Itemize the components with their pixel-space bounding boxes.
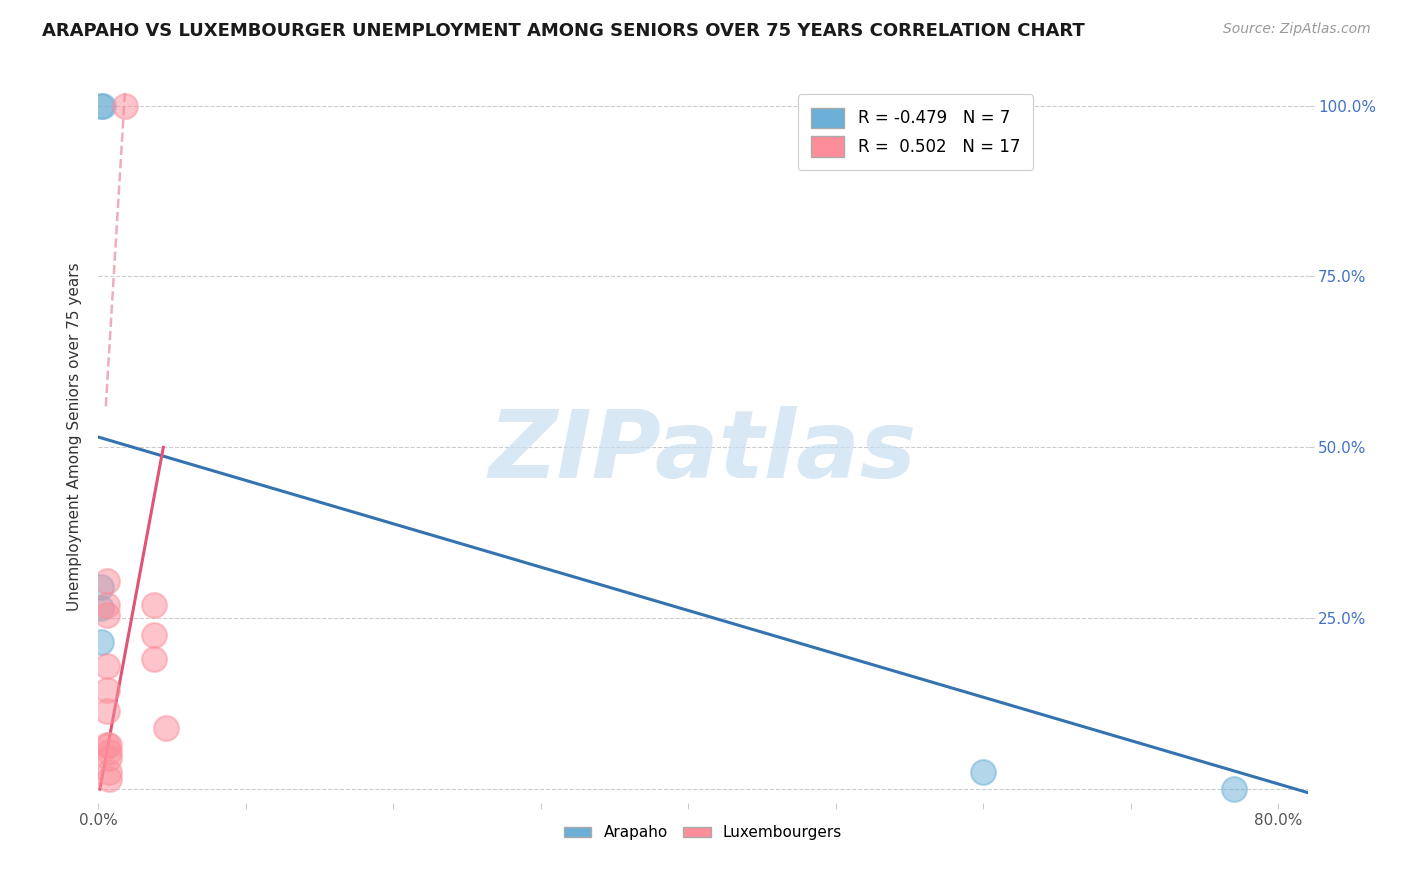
Point	[97, 738, 120, 752]
Point	[96, 738, 118, 752]
Point	[90, 581, 112, 595]
Point	[96, 659, 118, 673]
Text: ZIPatlas: ZIPatlas	[489, 406, 917, 498]
Point	[97, 751, 120, 765]
Point	[96, 598, 118, 612]
Point	[1223, 782, 1246, 797]
Point	[91, 98, 114, 112]
Point	[97, 772, 120, 786]
Point	[97, 745, 120, 759]
Point	[97, 765, 120, 780]
Point	[96, 607, 118, 622]
Text: Source: ZipAtlas.com: Source: ZipAtlas.com	[1223, 22, 1371, 37]
Point	[90, 635, 112, 649]
Point	[90, 601, 112, 615]
Point	[96, 683, 118, 698]
Point	[143, 628, 166, 642]
Point	[96, 574, 118, 588]
Point	[96, 704, 118, 718]
Legend: Arapaho, Luxembourgers: Arapaho, Luxembourgers	[558, 819, 848, 847]
Point	[972, 765, 994, 780]
Point	[143, 598, 166, 612]
Text: ARAPAHO VS LUXEMBOURGER UNEMPLOYMENT AMONG SENIORS OVER 75 YEARS CORRELATION CHA: ARAPAHO VS LUXEMBOURGER UNEMPLOYMENT AMO…	[42, 22, 1085, 40]
Point	[90, 98, 112, 112]
Point	[155, 721, 177, 735]
Point	[143, 652, 166, 666]
Point	[114, 98, 136, 112]
Y-axis label: Unemployment Among Seniors over 75 years: Unemployment Among Seniors over 75 years	[67, 263, 83, 611]
